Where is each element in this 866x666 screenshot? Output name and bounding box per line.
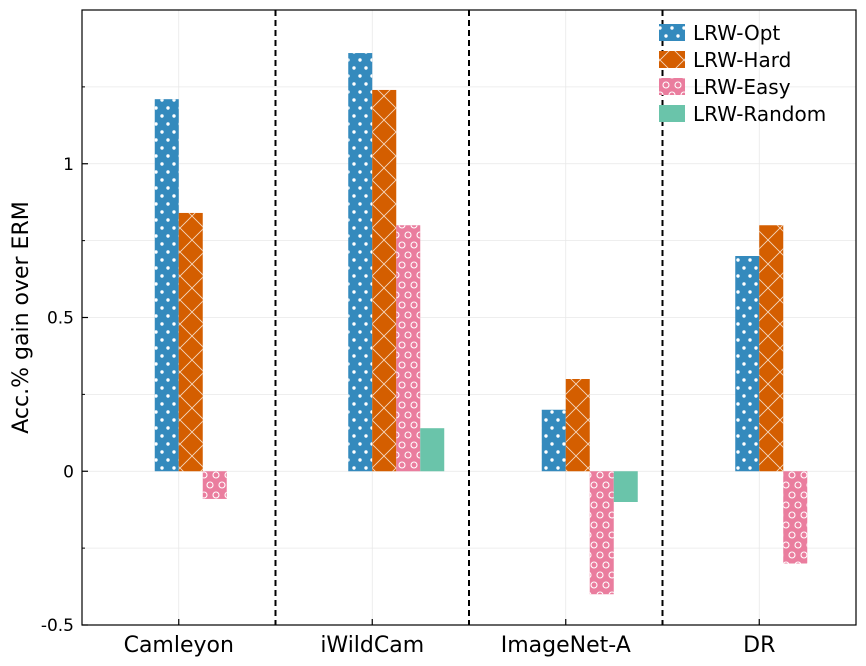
y-tick-label: 0 [63, 462, 74, 482]
x-tick-label-camleyon: Camleyon [124, 633, 234, 658]
bar-lrw-hard-dr-pattern [759, 225, 784, 472]
bar-lrw-easy-camleyon-pattern [202, 471, 227, 499]
y-tick-label: 1 [63, 155, 74, 175]
bar-lrw-easy-dr-pattern [783, 471, 808, 564]
legend: LRW-Opt LRW-Hard LRW-Easy LRW-Random [659, 21, 826, 126]
legend-label-lrw-easy: LRW-Easy [693, 75, 791, 99]
bar-lrw-hard-camleyon-pattern [178, 212, 203, 472]
bar-lrw-hard-imagenet-a-pattern [565, 379, 590, 472]
legend-label-lrw-opt: LRW-Opt [693, 21, 780, 45]
x-tick-label-iwildcam: iWildCam [320, 633, 424, 658]
bar-lrw-random-iwildcam [420, 428, 445, 472]
bar-lrw-opt-dr-pattern [735, 256, 760, 472]
x-tick-label-dr: DR [743, 633, 775, 658]
bar-lrw-easy-iwildcam-pattern [396, 225, 421, 472]
bar-lrw-hard-iwildcam-pattern [372, 89, 397, 472]
bar-lrw-easy-imagenet-a-pattern [589, 471, 614, 595]
legend-label-lrw-hard: LRW-Hard [693, 48, 791, 72]
bar-lrw-opt-camleyon-pattern [154, 99, 179, 472]
x-tick-label-imagenet-a: ImageNet-A [501, 633, 631, 658]
legend-swatch-lrw-easy-pattern [659, 78, 685, 95]
legend-swatch-lrw-random [659, 105, 685, 122]
y-axis-title: Acc.% gain over ERM [9, 201, 34, 433]
bars [154, 53, 808, 595]
bar-lrw-random-imagenet-a [613, 471, 638, 502]
legend-swatch-lrw-hard-pattern [659, 51, 685, 68]
legend-label-lrw-random: LRW-Random [693, 102, 826, 126]
bar-lrw-opt-imagenet-a-pattern [541, 409, 566, 472]
legend-swatch-lrw-opt-pattern [659, 24, 685, 41]
y-tick-label: -0.5 [41, 616, 74, 636]
y-tick-label: 0.5 [47, 309, 74, 329]
axis-ticks: -0.5 0 0.5 1 Camleyon iWildCam ImageNet-A DR [41, 9, 775, 658]
bar-lrw-opt-iwildcam-pattern [348, 53, 373, 472]
